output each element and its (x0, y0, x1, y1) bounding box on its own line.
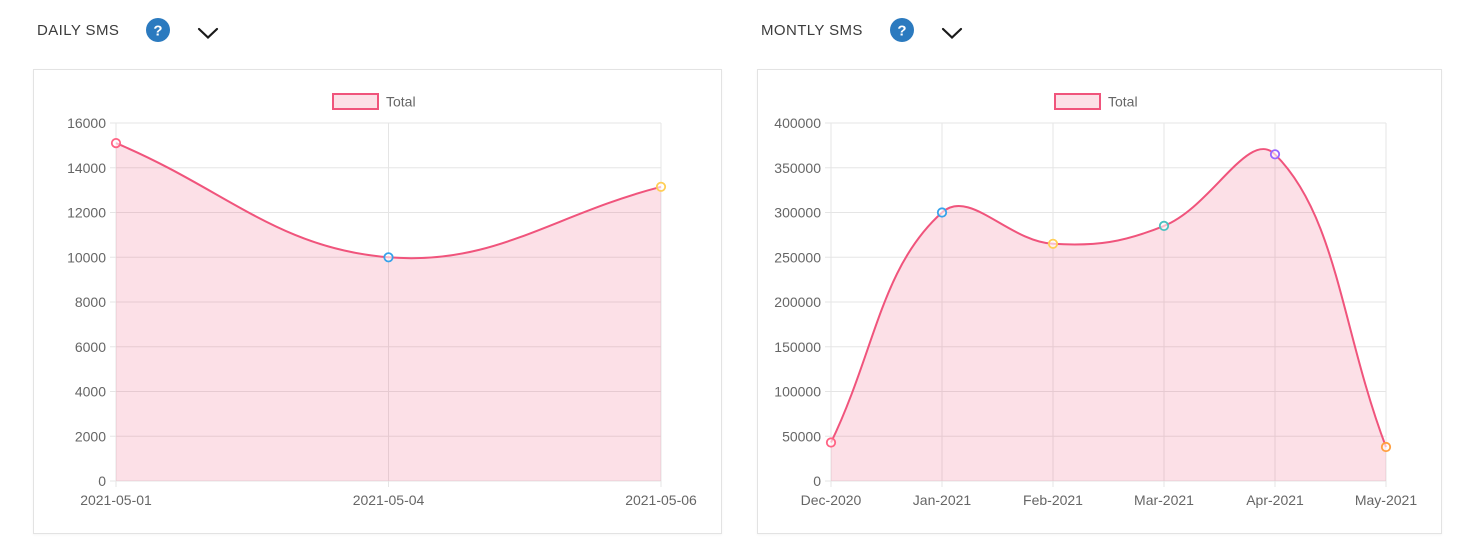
x-tick-label: Jan-2021 (913, 492, 972, 508)
x-tick-label: 2021-05-01 (80, 492, 152, 508)
data-point[interactable] (1158, 220, 1170, 231)
data-point[interactable] (1269, 149, 1281, 160)
area-fill (831, 149, 1386, 481)
data-point[interactable] (936, 207, 948, 218)
question-help-icon[interactable]: ? (889, 17, 915, 43)
chart-canvas-daily[interactable]: 0 2000 4000 6000 8000 10000 12000 14000 16000 202… (34, 70, 721, 533)
montly-sms-header: MONTLY SMS ? (761, 14, 963, 46)
y-tick-label: 12000 (67, 205, 106, 221)
x-tick-label: Mar-2021 (1134, 492, 1194, 508)
x-tick-label: Apr-2021 (1246, 492, 1304, 508)
question-glyph: ? (154, 23, 163, 40)
y-tick-label: 6000 (75, 339, 106, 355)
y-tick-label: 100000 (774, 384, 821, 400)
y-tick-label: 0 (98, 473, 106, 489)
series-line (830, 148, 1387, 448)
x-tick-label: May-2021 (1355, 492, 1417, 508)
y-tick-label: 8000 (75, 294, 106, 310)
y-tick-label: 10000 (67, 249, 106, 265)
legend-swatch (332, 93, 379, 110)
legend-item[interactable]: Total (1054, 93, 1138, 110)
y-tick-label: 16000 (67, 115, 106, 131)
data-point[interactable] (383, 252, 394, 263)
legend-item[interactable]: Total (332, 93, 416, 110)
area-fill (116, 143, 661, 481)
question-glyph: ? (897, 23, 906, 40)
chart-title-montly: MONTLY SMS (761, 21, 863, 39)
y-tick-label: 400000 (774, 115, 821, 131)
daily-sms-header: DAILY SMS ? (37, 14, 219, 46)
chart-title-daily: DAILY SMS (37, 21, 120, 39)
y-tick-label: 14000 (67, 160, 106, 176)
y-tick-label: 150000 (774, 339, 821, 355)
x-tick-label: Feb-2021 (1023, 492, 1083, 508)
y-tick-label: 200000 (774, 294, 821, 310)
x-tick-label: 2021-05-06 (625, 492, 697, 508)
legend-swatch (1054, 93, 1101, 110)
legend-label: Total (386, 94, 416, 110)
data-point[interactable] (825, 437, 837, 448)
data-point[interactable] (110, 138, 122, 149)
chevron-down-icon[interactable] (197, 27, 219, 40)
data-point[interactable] (1047, 238, 1059, 249)
data-point[interactable] (655, 181, 667, 192)
y-tick-label: 350000 (774, 160, 821, 176)
chart-card-daily: 0 2000 4000 6000 8000 10000 12000 14000 16000 202… (33, 69, 722, 534)
y-tick-label: 250000 (774, 249, 821, 265)
y-tick-label: 2000 (75, 428, 106, 444)
chart-canvas-montly[interactable]: 0 50000 100000 150000 200000 250000 300000 3500… (758, 70, 1441, 533)
y-tick-label: 0 (813, 473, 821, 489)
y-tick-label: 300000 (774, 205, 821, 221)
legend-label: Total (1108, 94, 1138, 110)
data-point[interactable] (1380, 441, 1392, 453)
chevron-down-icon[interactable] (941, 27, 963, 40)
question-help-icon[interactable]: ? (145, 17, 171, 43)
x-tick-label: Dec-2020 (801, 492, 862, 508)
y-tick-label: 4000 (75, 384, 106, 400)
y-tick-label: 50000 (782, 428, 821, 444)
chart-card-montly: 0 50000 100000 150000 200000 250000 300000 3500… (757, 69, 1442, 534)
x-tick-label: 2021-05-04 (353, 492, 425, 508)
